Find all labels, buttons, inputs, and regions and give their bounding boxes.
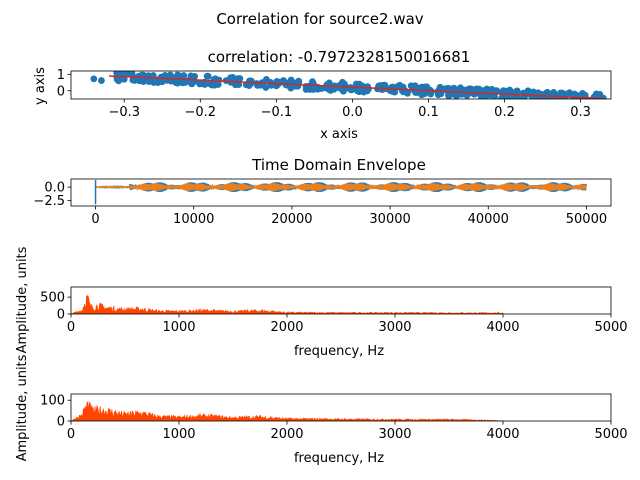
scatter-point: [558, 89, 566, 97]
spectrum-area: [71, 294, 504, 314]
scatter-point: [352, 80, 360, 88]
scatter-point: [181, 79, 189, 86]
x-tick-label: 1000: [162, 320, 195, 335]
scatter-point: [120, 71, 128, 78]
x-tick-label: 40000: [468, 212, 509, 227]
scatter-point: [253, 80, 260, 87]
x-tick-label: 20000: [271, 212, 312, 227]
y-tick-label: 0: [57, 84, 65, 99]
x-tick-label: 3000: [378, 320, 411, 335]
scatter-point: [295, 77, 303, 85]
envelope-title: Time Domain Envelope: [251, 156, 426, 174]
scatter-point: [443, 85, 451, 93]
x-tick-label: 2000: [270, 427, 303, 442]
y-tick-label: −2.5: [33, 194, 65, 209]
scatter-point: [477, 93, 485, 99]
scatter-point: [303, 84, 311, 92]
y-tick-label: 100: [40, 394, 65, 409]
y-tick-label: 500: [40, 291, 65, 306]
spectrum-2-xlabel: frequency, Hz: [294, 451, 384, 466]
axes-frame: [70, 178, 612, 207]
axes-frame: [70, 393, 612, 422]
y-tick-label: 1: [57, 68, 65, 83]
plot-area: [71, 294, 504, 314]
spectrum-2-ylabel: Amplitude, units: [15, 354, 30, 461]
scatter-point: [364, 83, 372, 91]
fit-line: [108, 75, 604, 99]
x-tick-label: 3000: [378, 427, 411, 442]
spectrum-panel-1: frequency, Hz Amplitude, units 0 1000 2000…: [15, 246, 628, 359]
scatter-point: [425, 88, 432, 96]
x-tick-label: 2000: [270, 320, 303, 335]
y-tick-label: 0.0: [44, 181, 65, 196]
x-tick-label: 0.3: [570, 105, 591, 120]
scatter-point: [136, 77, 143, 85]
scatter-point: [340, 87, 347, 95]
x-tick-label: 0.1: [418, 105, 439, 120]
scatter-point: [120, 75, 128, 83]
scatter-point: [339, 78, 346, 86]
scatter-point: [518, 95, 526, 99]
scatter-point: [416, 85, 424, 93]
scatter-panel: correlation: -0.7972328150016681 x axis …: [33, 48, 612, 142]
scatter-point: [175, 71, 182, 79]
scatter-point: [236, 75, 244, 82]
scatter-point: [128, 71, 136, 77]
x-tick-label: 5000: [594, 427, 627, 442]
spectrum-panel-2: frequency, Hz Amplitude, units 0 1000 2000…: [15, 354, 628, 466]
scatter-point: [473, 85, 480, 93]
x-tick-label: −0.2: [185, 105, 217, 120]
scatter-point: [493, 87, 501, 95]
x-tick-label: 0: [67, 320, 75, 335]
plot-area: [94, 180, 587, 205]
scatter-xlabel: x axis: [320, 127, 358, 142]
x-tick-label: −0.1: [261, 105, 293, 120]
spectrum-1-ylabel: Amplitude, units: [15, 246, 30, 353]
x-tick-label: −0.3: [108, 105, 140, 120]
x-tick-label: 0.0: [342, 105, 363, 120]
scatter-point: [262, 84, 270, 91]
x-tick-label: 10000: [173, 212, 214, 227]
scatter-point: [434, 91, 442, 99]
axes-frame: [70, 286, 612, 315]
plot-area: [90, 71, 607, 106]
y-tick-label: 0: [57, 415, 65, 430]
envelope-series-2: [95, 183, 587, 191]
axes-frame: [70, 70, 612, 100]
scatter-point: [203, 72, 211, 80]
x-tick-label: 0: [91, 212, 99, 227]
scatter-point: [360, 88, 368, 96]
x-tick-label: 4000: [486, 427, 519, 442]
scatter-point: [158, 78, 166, 86]
scatter-point: [597, 99, 604, 106]
y-tick-label: 0: [57, 308, 65, 323]
spectrum-area: [71, 401, 504, 421]
scatter-point: [196, 79, 204, 87]
x-tick-label: 0: [67, 427, 75, 442]
scatter-point: [211, 81, 219, 89]
scatter-point: [600, 98, 601, 99]
scatter-point: [247, 77, 255, 85]
x-tick-label: 50000: [566, 212, 607, 227]
x-tick-label: 4000: [486, 320, 519, 335]
scatter-ylabel: y axis: [33, 67, 48, 105]
scatter-point: [401, 86, 409, 94]
x-tick-label: 1000: [162, 427, 195, 442]
x-tick-label: 30000: [369, 212, 410, 227]
envelope-panel: Time Domain Envelope 0 10000 20000 30000 400…: [33, 156, 612, 227]
spectrum-1-xlabel: frequency, Hz: [294, 344, 384, 359]
scatter-point: [234, 81, 242, 88]
figure-suptitle: Correlation for source2.wav: [216, 10, 423, 28]
x-tick-label: 5000: [594, 320, 627, 335]
scatter-point: [554, 97, 561, 99]
scatter-point: [90, 75, 98, 83]
scatter-point: [379, 81, 387, 89]
scatter-point: [463, 89, 470, 97]
scatter-point: [98, 77, 105, 84]
plot-area: [71, 401, 504, 421]
x-tick-label: 0.2: [494, 105, 515, 120]
scatter-title: correlation: -0.7972328150016681: [208, 48, 471, 66]
scatter-point: [229, 74, 237, 81]
